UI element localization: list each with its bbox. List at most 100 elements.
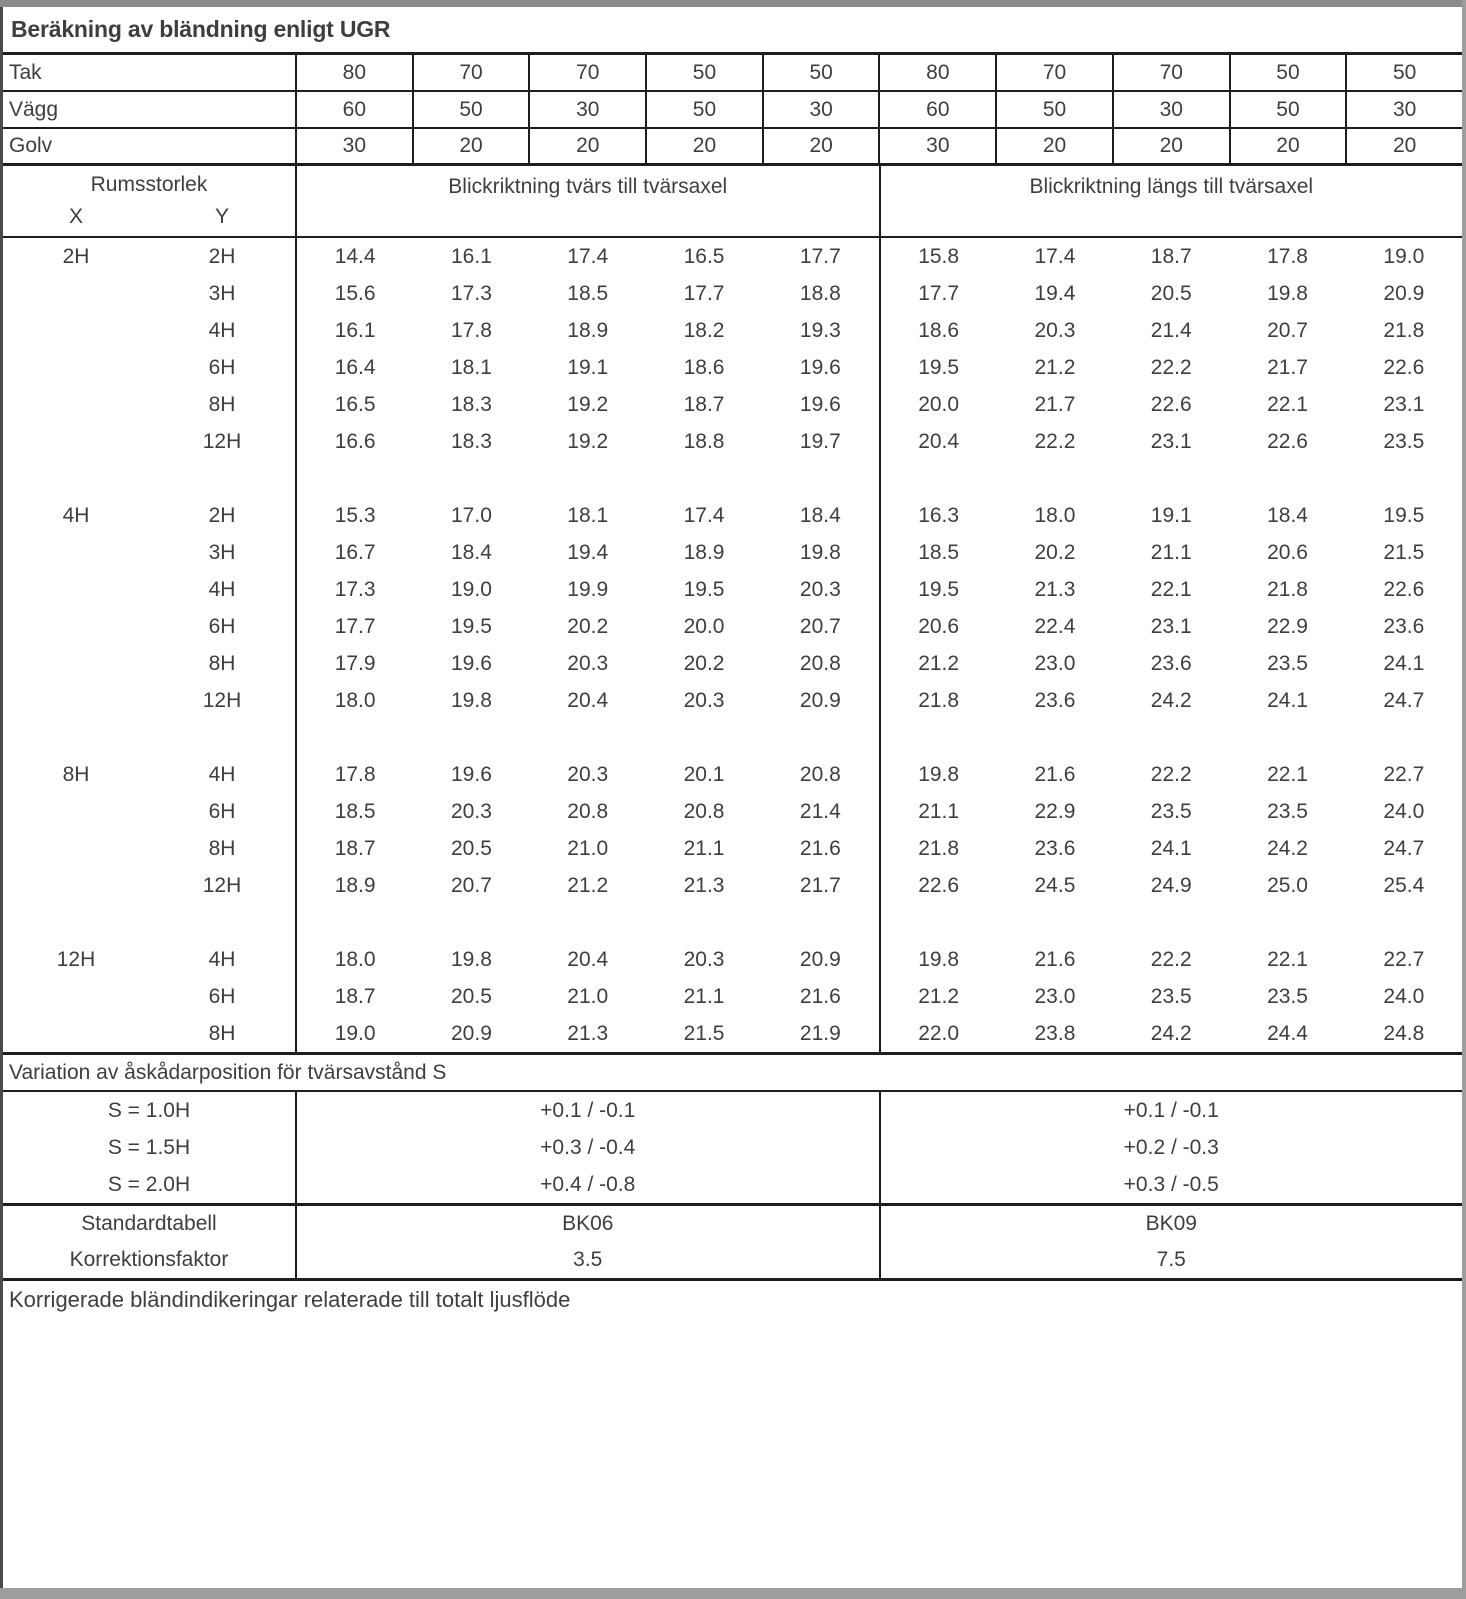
y-value: 4H [208,318,236,342]
left-section-values [295,719,879,756]
ugr-value: 16.3 [918,503,960,527]
left-section-values: 18.7 20.5 21.0 21.1 21.6 [295,978,879,1015]
ugr-value: 21.2 [918,984,960,1008]
ugr-value: 22.2 [1034,429,1076,453]
ugr-value: 21.5 [1383,540,1425,564]
table-row: 6H 18.5 20.3 20.8 20.8 21.4 21.1 22.9 23.5 23.5 24… [3,793,1462,830]
x-value: 8H [62,762,90,786]
left-section-values: 18.7 20.5 21.0 21.1 21.6 [295,830,879,867]
ugr-value [413,719,529,756]
ugr-value: 18.3 [451,392,492,416]
variation-section-header: Variation av åskådarposition för tvärsav… [3,1052,1462,1092]
ugr-value: 20.4 [918,429,960,453]
ugr-value: 20.2 [1034,540,1076,564]
room-size-cell [3,904,295,941]
gap-row [3,719,1462,756]
ugr-value: 22.0 [918,1021,960,1045]
ugr-value: 18.4 [451,540,492,564]
y-value: 8H [208,392,236,416]
ugr-value: 23.6 [1034,688,1076,712]
x-value [3,867,149,904]
ugr-value: 20.7 [451,873,492,897]
standard-table-row: Standardtabell BK06 BK09 [3,1203,1462,1241]
room-size-cell: 12H 4H [3,941,295,978]
ugr-value: 19.4 [567,540,609,564]
room-size-cell: 3H [3,275,295,312]
x-value [3,793,149,830]
reflectance-row: Vägg 60 50 30 50 30 60 50 30 50 30 [3,92,1462,129]
ugr-value: 19.5 [451,614,492,638]
variation-value-left: +0.3 / -0.4 [295,1129,879,1166]
room-size-cell: 6H [3,349,295,386]
ugr-value: 21.0 [567,836,609,860]
ugr-value: 19.1 [567,355,609,379]
ugr-value [1229,460,1345,497]
reflectance-value: 50 [645,55,762,90]
room-size-cell: 6H [3,978,295,1015]
ugr-value [297,719,413,756]
left-section-values: 15.6 17.3 18.5 17.7 18.8 [295,275,879,312]
right-section-values: 21.2 23.0 23.5 23.5 24.0 [878,978,1463,1015]
ugr-value [646,904,762,941]
x-column-header: X [68,205,83,228]
ugr-value: 21.5 [683,1021,725,1045]
ugr-value: 17.7 [799,244,841,268]
variation-row: S = 2.0H +0.4 / -0.8 +0.3 / -0.5 [3,1166,1462,1203]
reflectance-value: 70 [528,55,645,90]
reflectance-value: 20 [411,129,529,163]
ugr-value: 22.1 [1267,392,1308,416]
ugr-value: 19.0 [451,577,492,601]
ugr-value: 19.5 [918,577,960,601]
ugr-value: 19.6 [451,651,492,675]
ugr-value: 22.7 [1383,762,1425,786]
right-section-values [878,719,1463,756]
right-section-header: Blickriktning längs till tvärsaxel [878,166,1463,236]
ugr-value: 18.5 [567,281,609,305]
left-section-values [295,460,879,497]
ugr-value: 21.7 [1267,355,1308,379]
ugr-value: 23.5 [1150,799,1192,823]
y-value: 2H [208,503,236,527]
y-value: 12H [202,429,242,453]
ugr-value: 20.5 [451,984,492,1008]
ugr-value: 19.0 [1383,244,1425,268]
ugr-value: 17.4 [567,244,609,268]
variation-value-left: +0.4 / -0.8 [295,1166,879,1203]
ugr-value: 19.1 [1150,503,1192,527]
left-section-values [295,904,879,941]
x-value [3,978,149,1015]
ugr-value: 18.9 [683,540,725,564]
ugr-value: 20.1 [683,762,725,786]
ugr-value: 17.3 [334,577,376,601]
ugr-value: 20.6 [1267,540,1308,564]
x-value [3,719,149,756]
x-value [3,460,149,497]
x-value [3,312,149,349]
variation-row: S = 1.5H +0.3 / -0.4 +0.2 / -0.3 [3,1129,1462,1166]
ugr-value: 17.9 [334,651,376,675]
room-size-cell: 12H [3,867,295,904]
table-row: 12H 18.0 19.8 20.4 20.3 20.9 21.8 23.6 24.2 24.1 2… [3,682,1462,719]
ugr-value: 18.2 [683,318,725,342]
ugr-value: 23.6 [1150,651,1192,675]
x-value [3,682,149,719]
ugr-calculation-table: Beräkning av bländning enligt UGR Tak 80 7… [0,7,1462,1588]
right-section-values: 21.1 22.9 23.5 23.5 24.0 [878,793,1463,830]
ugr-value [1346,460,1462,497]
ugr-value: 20.3 [567,762,609,786]
reflectance-row-label: Tak [9,60,42,84]
ugr-value: 24.5 [1034,873,1076,897]
reflectance-value: 20 [645,129,762,163]
room-size-cell [3,719,295,756]
ugr-value [881,719,997,756]
table-row: 4H 2H 15.3 17.0 18.1 17.4 18.4 16.3 18.0 19.1 18.4… [3,497,1462,534]
ugr-value: 24.9 [1150,873,1192,897]
ugr-value [530,460,646,497]
y-value: 3H [208,281,236,305]
variation-value-right: +0.3 / -0.5 [878,1166,1463,1203]
variation-row: S = 1.0H +0.1 / -0.1 +0.1 / -0.1 [3,1092,1462,1129]
reflectance-value: 70 [1111,55,1229,90]
room-size-header: Rumsstorlek X Y [3,166,295,236]
reflectance-value: 50 [1228,55,1346,90]
ugr-value: 18.8 [683,429,725,453]
